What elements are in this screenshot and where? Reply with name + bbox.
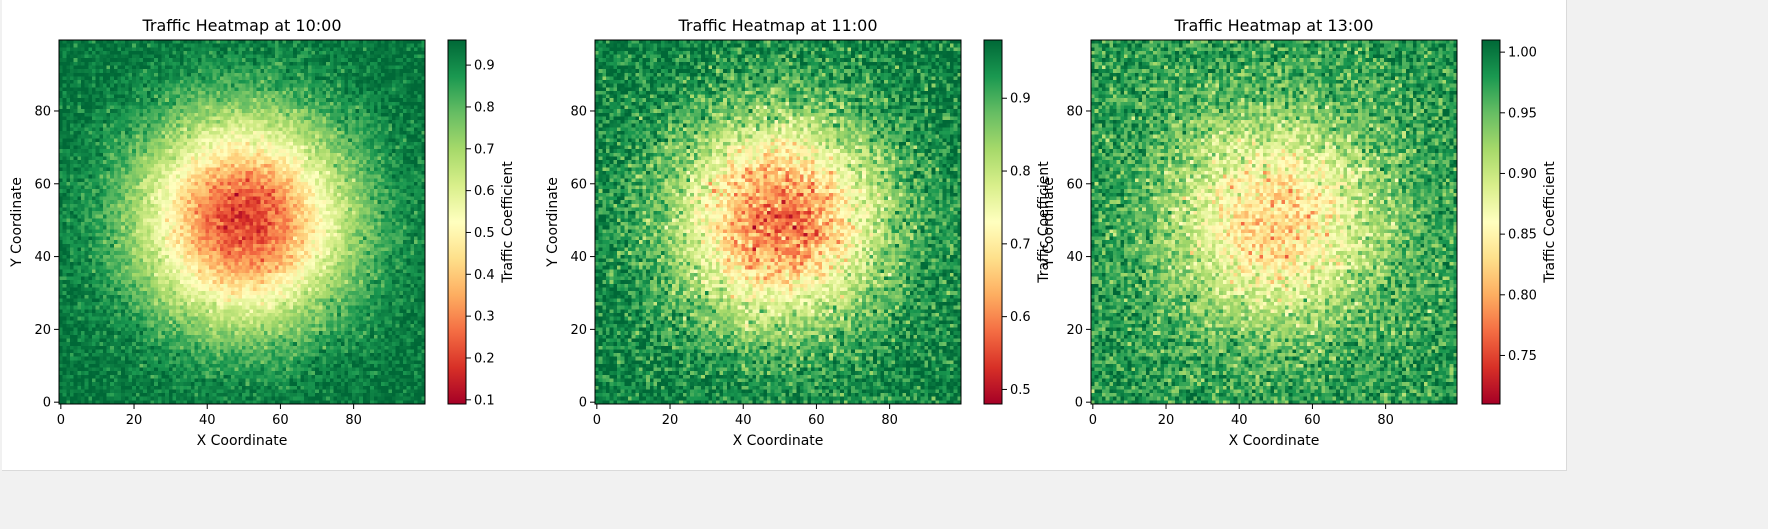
colorbar-tick-label: 0.1 <box>474 393 495 408</box>
x-axis-label: X Coordinate <box>1229 433 1320 449</box>
colorbar-tick-label: 0.8 <box>474 100 495 115</box>
colorbar <box>448 40 466 404</box>
colorbar <box>1482 40 1500 404</box>
colorbar-label: Traffic Coefficient <box>500 161 516 284</box>
x-tick-label: 20 <box>126 413 143 428</box>
colorbar-tick-label: 0.85 <box>1508 228 1537 243</box>
y-tick-label: 40 <box>34 250 51 265</box>
colorbar-tick-label: 0.80 <box>1508 288 1537 303</box>
colorbar-tick-label: 0.7 <box>474 142 495 157</box>
chart-title: Traffic Heatmap at 10:00 <box>141 16 341 35</box>
colorbar-tick-label: 1.00 <box>1508 46 1537 61</box>
colorbar <box>984 40 1002 404</box>
heatmap-panel-3: 0 20 40 60 80 0 20 40 60 80 Traffic Heatmap at 13:… <box>1041 16 1558 449</box>
colorbar-frame <box>447 39 467 405</box>
x-tick-label: 60 <box>272 413 289 428</box>
colorbar-label: Traffic Coefficient <box>1542 161 1558 284</box>
x-tick-label: 0 <box>57 413 65 428</box>
colorbar-tick-label: 0.2 <box>474 351 495 366</box>
colorbar-tick-label: 0.5 <box>1010 383 1031 398</box>
y-tick-label: 80 <box>570 104 587 119</box>
axes-frame <box>1090 39 1458 405</box>
y-tick-label: 40 <box>1066 250 1083 265</box>
colorbar-tick-label: 0.75 <box>1508 349 1537 364</box>
colorbar-frame <box>1481 39 1501 405</box>
heatmap-panel-2: 0 20 40 60 80 0 20 40 60 80 Traffic Heatmap at 11:… <box>545 16 1052 449</box>
x-tick-label: 0 <box>593 413 601 428</box>
y-tick-label: 0 <box>579 396 587 411</box>
y-tick-label: 60 <box>1066 177 1083 192</box>
x-tick-label: 40 <box>1231 413 1248 428</box>
colorbar-tick-label: 0.3 <box>474 310 495 325</box>
y-axis-label: Y Coordinate <box>9 177 25 268</box>
x-tick-label: 60 <box>1304 413 1321 428</box>
colorbar-tick-label: 0.5 <box>474 226 495 241</box>
y-tick-label: 20 <box>570 323 587 338</box>
x-axis-label: X Coordinate <box>197 433 288 449</box>
heatmap-cells <box>59 40 425 404</box>
x-tick-label: 20 <box>662 413 679 428</box>
y-tick-label: 80 <box>1066 104 1083 119</box>
colorbar-tick-label: 0.7 <box>1010 237 1031 252</box>
x-axis-label: X Coordinate <box>733 433 824 449</box>
colorbar-tick-label: 0.4 <box>474 268 495 283</box>
colorbar-tick-label: 0.6 <box>474 184 495 199</box>
x-tick-label: 20 <box>1158 413 1175 428</box>
x-tick-label: 40 <box>735 413 752 428</box>
heatmap-cells <box>595 40 961 404</box>
colorbar-tick-label: 0.95 <box>1508 106 1537 121</box>
y-tick-label: 60 <box>34 177 51 192</box>
y-tick-label: 20 <box>1066 323 1083 338</box>
chart-title: Traffic Heatmap at 13:00 <box>1173 16 1373 35</box>
colorbar-tick-label: 0.9 <box>1010 92 1031 107</box>
x-tick-label: 80 <box>345 413 362 428</box>
colorbar-label: Traffic Coefficient <box>1036 161 1052 284</box>
heatmap-panel-1: 0 20 40 60 80 0 20 40 60 80 Traffic Heatmap at 10:… <box>9 16 516 449</box>
y-axis-label: Y Coordinate <box>545 177 561 268</box>
colorbar-tick-label: 0.6 <box>1010 310 1031 325</box>
heatmap-figure-svg: 0 20 40 60 80 0 20 40 60 80 Traffic Heatmap at 10:… <box>9 16 1558 449</box>
x-tick-label: 40 <box>199 413 216 428</box>
y-tick-label: 60 <box>570 177 587 192</box>
x-tick-label: 80 <box>1377 413 1394 428</box>
x-tick-label: 0 <box>1089 413 1097 428</box>
heatmap-cells <box>1091 40 1457 404</box>
colorbar-tick-label: 0.8 <box>1010 165 1031 180</box>
axes-frame <box>58 39 426 405</box>
x-tick-label: 60 <box>808 413 825 428</box>
y-tick-label: 20 <box>34 323 51 338</box>
figure: 0 20 40 60 80 0 20 40 60 80 Traffic Heatmap at 10:… <box>2 0 1567 471</box>
colorbar-tick-label: 0.9 <box>474 59 495 74</box>
chart-title: Traffic Heatmap at 11:00 <box>677 16 877 35</box>
y-tick-label: 0 <box>1075 396 1083 411</box>
axes-frame <box>594 39 962 405</box>
y-tick-label: 80 <box>34 104 51 119</box>
colorbar-tick-label: 0.90 <box>1508 167 1537 182</box>
x-tick-label: 80 <box>881 413 898 428</box>
colorbar-frame <box>983 39 1003 405</box>
y-tick-label: 40 <box>570 250 587 265</box>
y-axis-label: Y Coordinate <box>1041 177 1057 268</box>
y-tick-label: 0 <box>43 396 51 411</box>
